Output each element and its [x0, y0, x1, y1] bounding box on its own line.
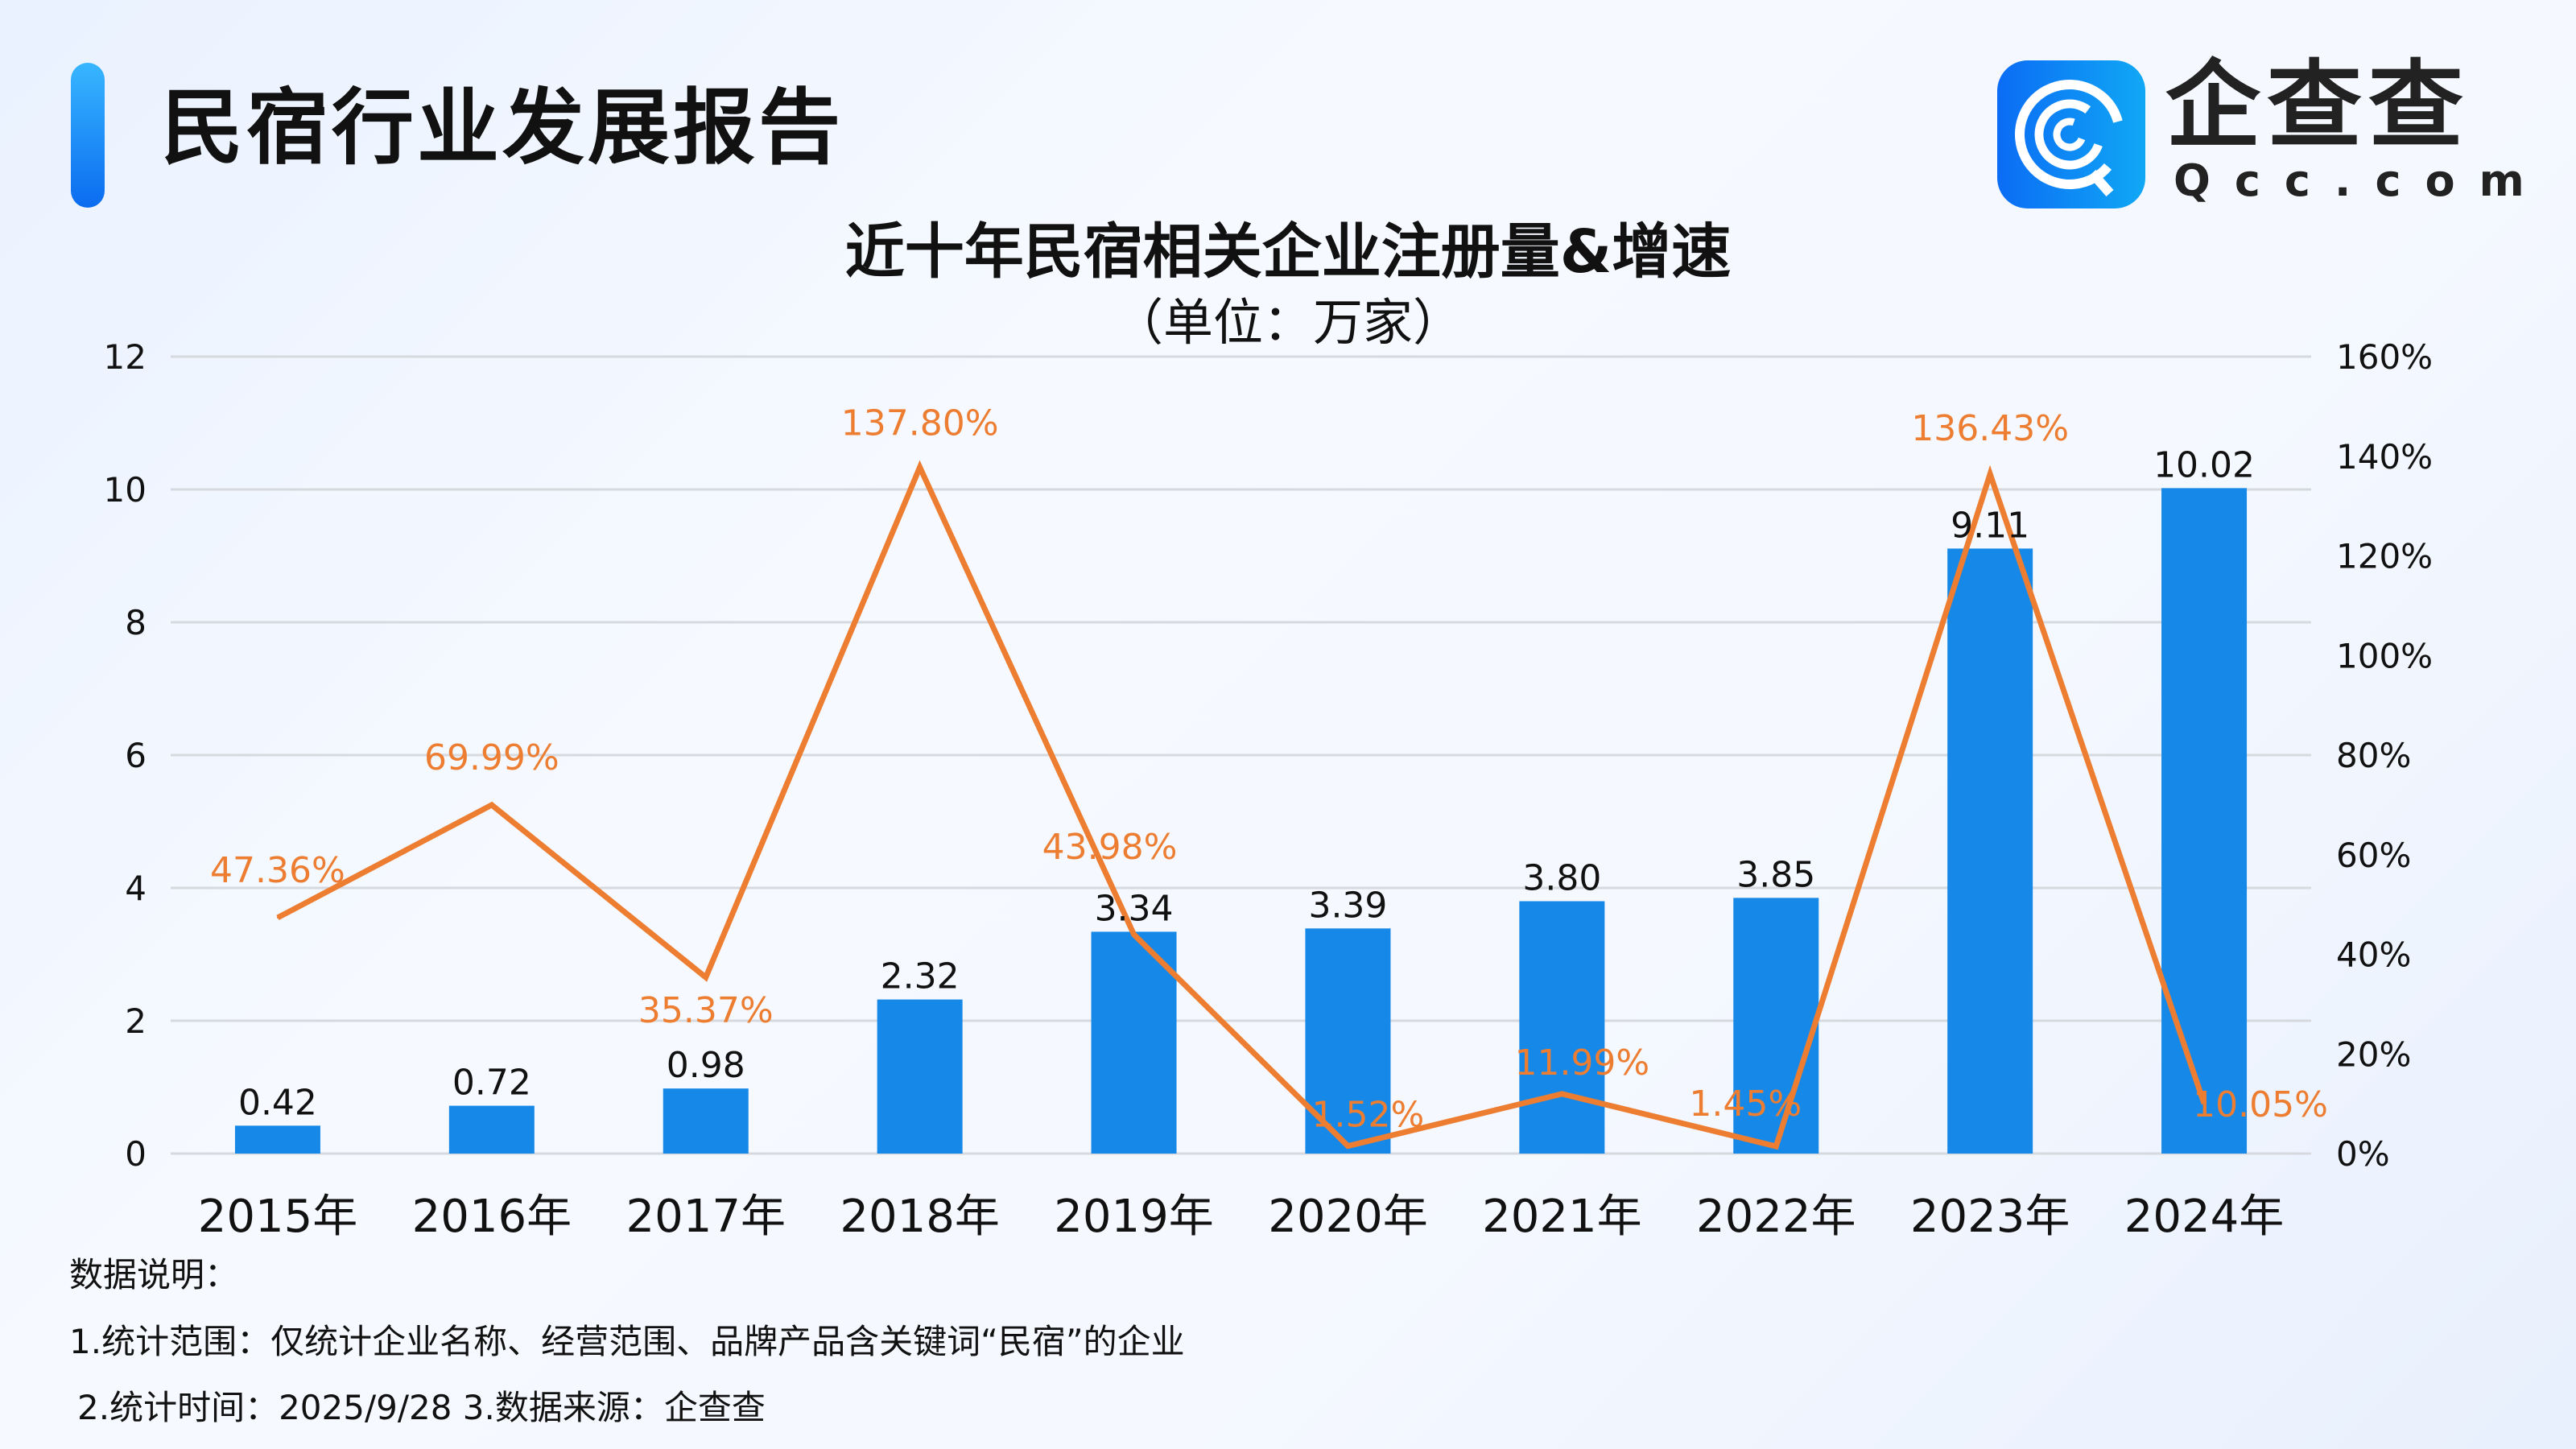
- left-axis-tick: 12: [104, 337, 147, 377]
- bar-value-label: 3.80: [1522, 858, 1601, 899]
- footer-note-scope: 1.统计范围：仅统计企业名称、经营范围、品牌产品含关键词“民宿”的企业: [69, 1322, 1185, 1361]
- growth-point: [1347, 1145, 1349, 1147]
- x-axis-tick: 2022年: [1696, 1191, 1856, 1243]
- growth-value-label: 137.80%: [841, 402, 999, 444]
- right-axis-tick: 80%: [2336, 736, 2411, 775]
- growth-value-label: 136.43%: [1911, 408, 2069, 449]
- left-axis-tick: 10: [104, 470, 147, 510]
- growth-value-label: 11.99%: [1514, 1042, 1649, 1084]
- growth-value-label: 1.52%: [1312, 1095, 1425, 1136]
- growth-point: [1133, 933, 1135, 935]
- growth-line: [276, 460, 2207, 1150]
- x-axis-tick: 2015年: [198, 1191, 358, 1243]
- right-axis-tick: 40%: [2336, 935, 2411, 975]
- bar-value-label: 3.39: [1308, 885, 1387, 926]
- bar: [1947, 548, 2033, 1154]
- bar: [1733, 898, 1819, 1154]
- logo-wordmark: 企查查: [2165, 50, 2471, 161]
- x-axis-tick: 2023年: [1910, 1191, 2070, 1243]
- right-axis-tick: 160%: [2336, 337, 2433, 377]
- chart-subtitle: （单位：万家）: [1113, 293, 1463, 352]
- page-title: 民宿行业发展报告: [161, 80, 844, 176]
- qcc-logo-icon: [1997, 60, 2145, 208]
- logo-domain: Qcc.com: [2174, 155, 2549, 206]
- right-axis-tick: 60%: [2336, 836, 2411, 875]
- x-axis-tick: 2020年: [1268, 1191, 1428, 1243]
- x-axis-tick: 2016年: [412, 1191, 572, 1243]
- growth-point: [1561, 1092, 1563, 1095]
- header-accent-bar: [71, 63, 105, 208]
- left-axis-tick: 6: [125, 736, 147, 775]
- bar: [2161, 488, 2248, 1154]
- growth-value-label: 35.37%: [638, 990, 774, 1031]
- left-axis-tick: 4: [125, 869, 147, 908]
- growth-point: [704, 976, 707, 979]
- bar: [234, 1125, 320, 1154]
- growth-value-label: 47.36%: [210, 850, 345, 891]
- bar: [1091, 931, 1177, 1154]
- bar-value-label: 9.11: [1951, 505, 2029, 546]
- right-axis-tick: 0%: [2336, 1134, 2390, 1174]
- growth-point: [919, 466, 921, 469]
- growth-value-label: 43.98%: [1042, 827, 1178, 868]
- bar: [448, 1105, 535, 1154]
- x-axis-tick: 2018年: [840, 1191, 1000, 1243]
- bar-value-label: 0.98: [667, 1045, 745, 1086]
- x-axis-tick: 2021年: [1482, 1191, 1642, 1243]
- left-axis-tick: 2: [125, 1001, 147, 1041]
- left-axis-tick: 0: [125, 1134, 147, 1174]
- right-axis-tick: 20%: [2336, 1034, 2411, 1074]
- growth-value-label: 69.99%: [424, 737, 559, 778]
- left-axis-tick: 8: [125, 603, 147, 642]
- x-axis-tick: 2017年: [625, 1191, 786, 1243]
- growth-point: [2203, 1102, 2206, 1104]
- growth-point: [1989, 473, 1992, 475]
- footer-heading: 数据说明：: [69, 1255, 239, 1294]
- growth-point: [490, 803, 493, 806]
- chart-title: 近十年民宿相关企业注册量&增速: [844, 217, 1732, 287]
- bar-value-label: 3.85: [1736, 854, 1815, 895]
- right-axis-tick: 120%: [2336, 537, 2433, 576]
- right-axis-tick: 140%: [2336, 437, 2433, 477]
- growth-value-label: 10.05%: [2193, 1084, 2328, 1125]
- bar-value-label: 3.34: [1095, 888, 1174, 929]
- bar: [877, 999, 963, 1154]
- bar-value-label: 0.72: [452, 1063, 531, 1104]
- growth-value-label: 1.45%: [1689, 1084, 1802, 1125]
- bar-value-label: 2.32: [881, 956, 960, 997]
- bar-value-label: 0.42: [238, 1082, 317, 1123]
- right-axis-tick: 100%: [2336, 636, 2433, 675]
- bar-value-label: 10.02: [2153, 444, 2255, 485]
- growth-point: [1775, 1146, 1777, 1148]
- x-axis-tick: 2024年: [2124, 1191, 2285, 1243]
- x-axis-tick: 2019年: [1054, 1191, 1214, 1243]
- bar: [663, 1088, 749, 1154]
- growth-point: [276, 916, 279, 919]
- bar: [1519, 901, 1605, 1154]
- footer-note-source: 2.统计时间：2025/9/28 3.数据来源：企查查: [77, 1388, 766, 1427]
